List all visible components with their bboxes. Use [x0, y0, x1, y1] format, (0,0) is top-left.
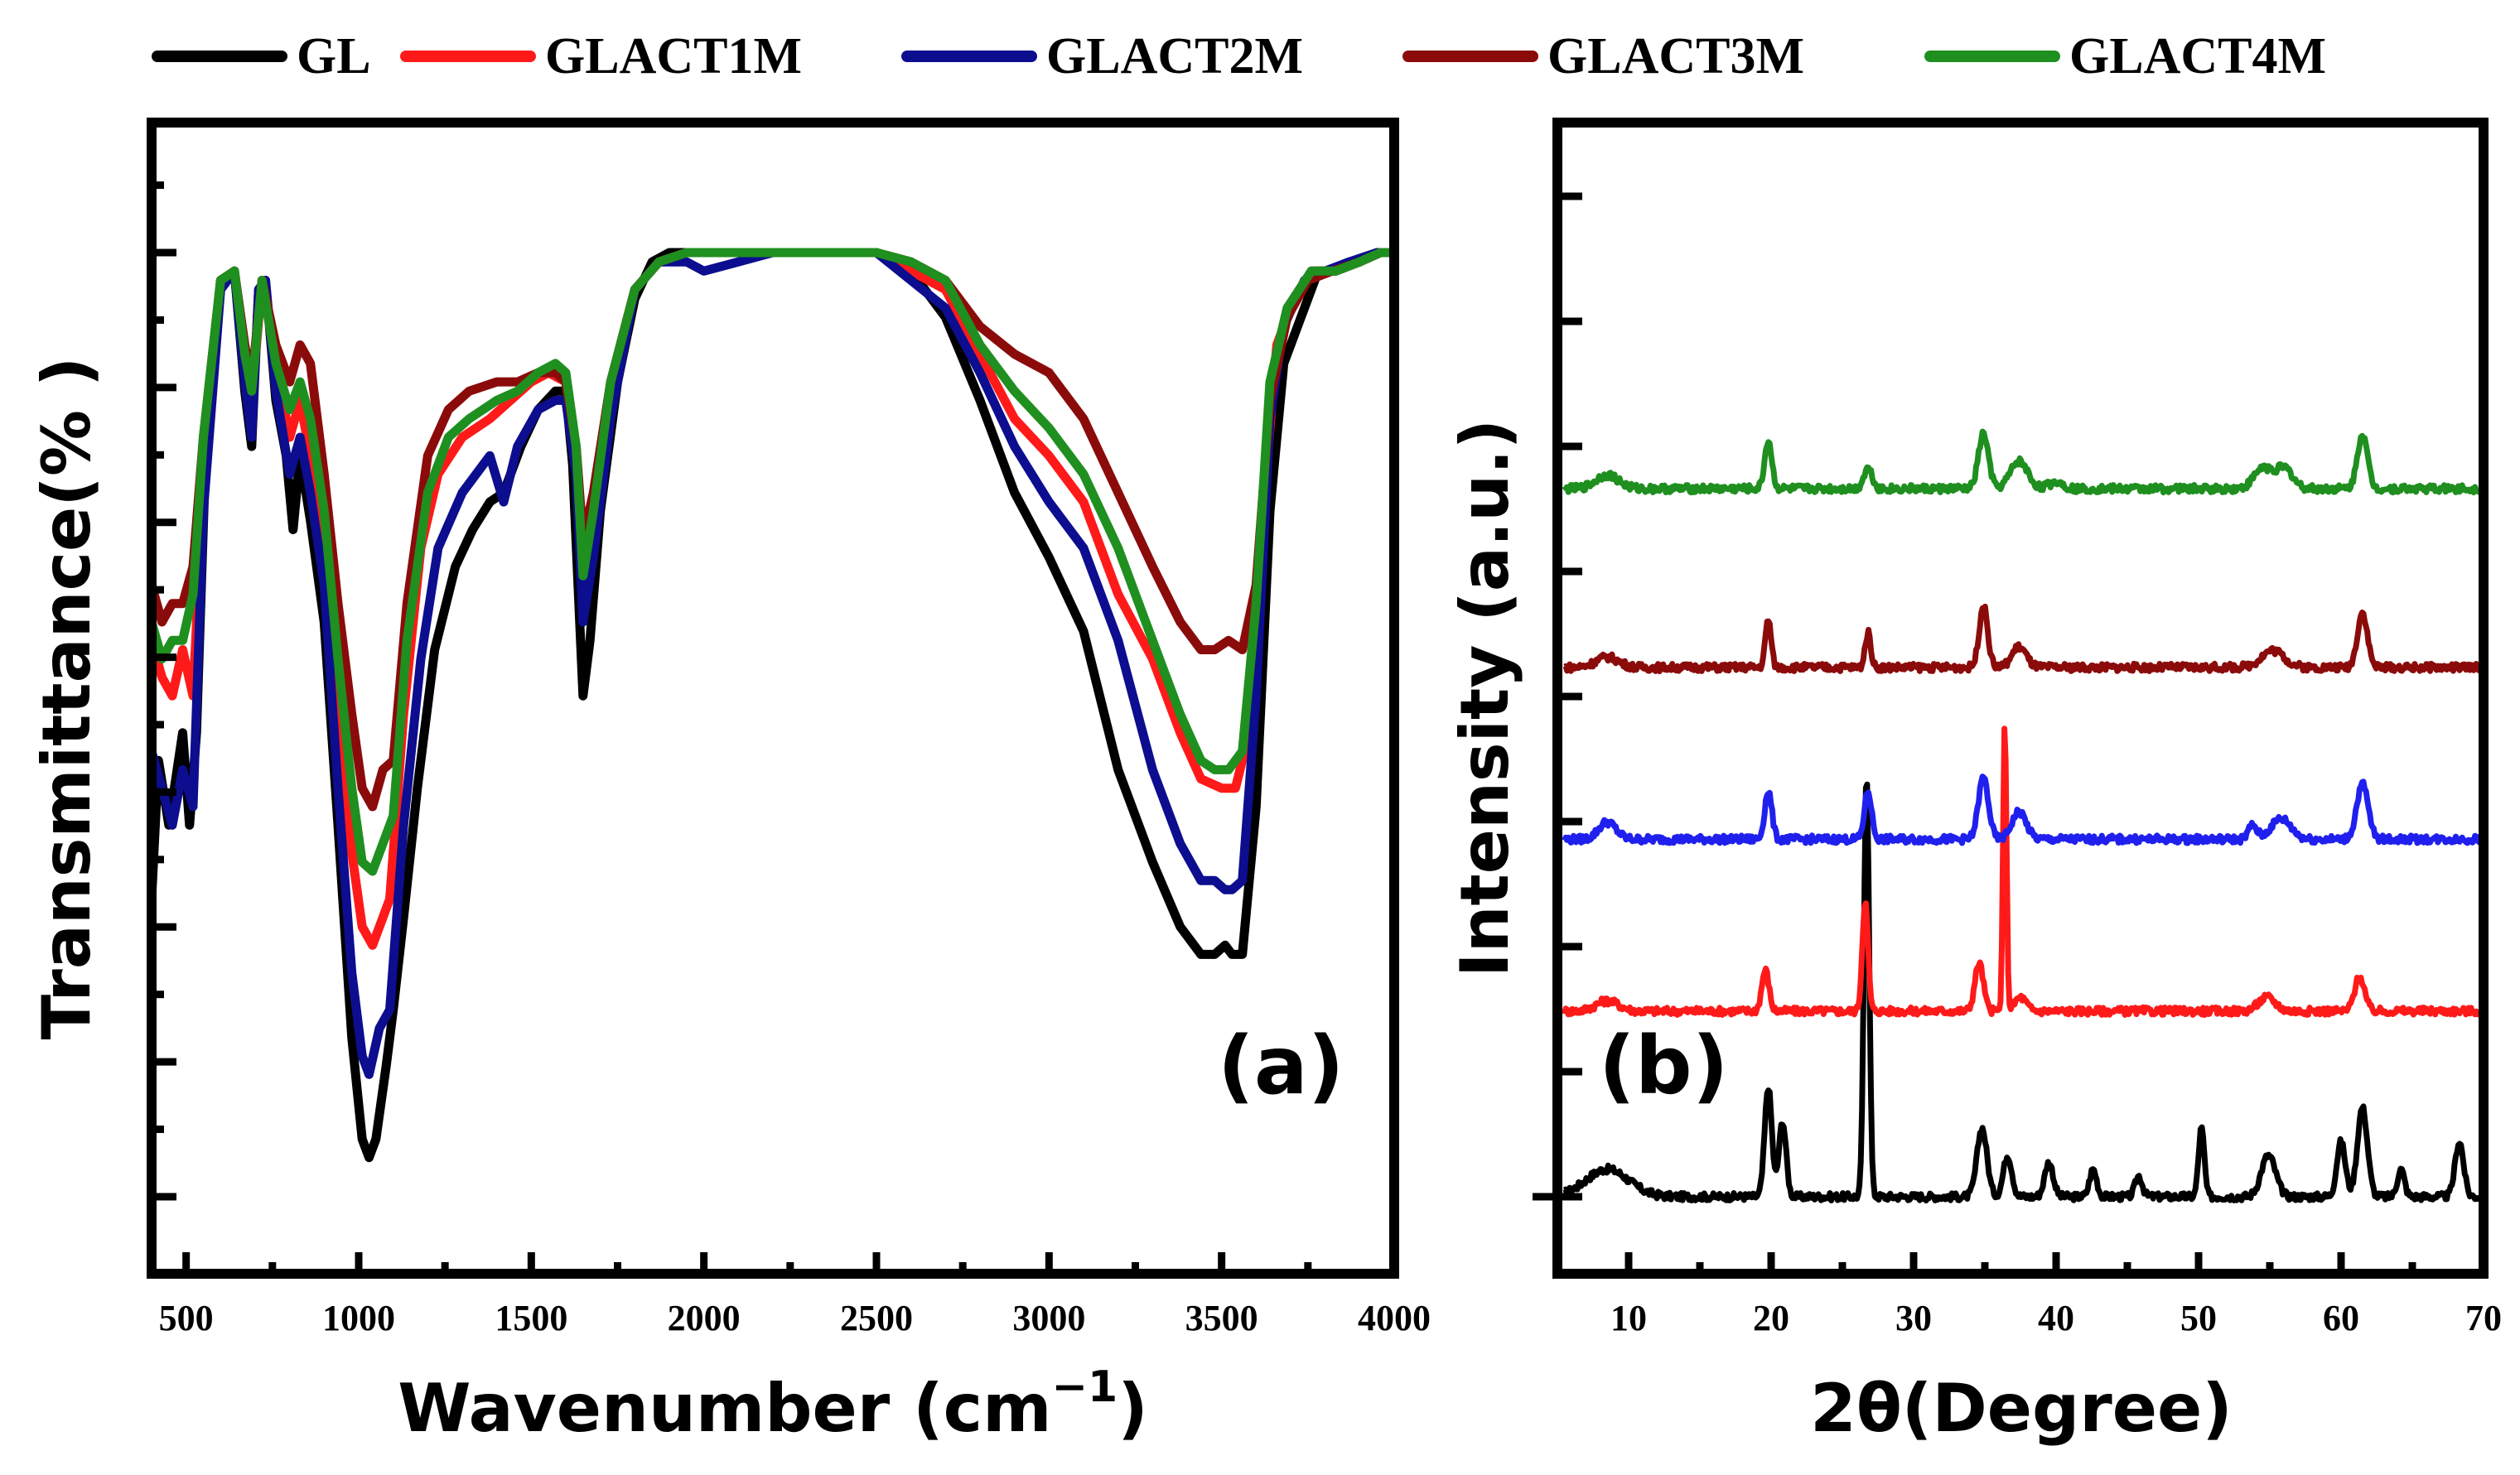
xrd-line-glact1m — [1562, 725, 2484, 1018]
panel-a-xtick-label-1500: 1500 — [495, 1298, 567, 1338]
panel-b-xrd: 10 20 30 40 50 60 70 2θ(Degree) Intensity (a.u… — [1446, 118, 2502, 1447]
legend: GL GLACT1M GLACT2M GLACT3M GLACT4M — [152, 28, 2326, 84]
panel-a-ticks: 500 1000 1500 2000 2500 3000 3500 4000 — [152, 181, 1431, 1338]
legend-label-glact3m: GLACT3M — [1547, 28, 1804, 84]
xrd-line-glact3m — [1562, 603, 2484, 674]
panel-b-xtick-label-70: 70 — [2465, 1298, 2502, 1338]
panel-b-ticks: 10 20 30 40 50 60 70 — [1533, 192, 2502, 1338]
panel-b-xtick-label-50: 50 — [2180, 1298, 2217, 1338]
panel-b-label: (b) — [1599, 1019, 1728, 1112]
xrd-line-gl — [1562, 781, 2484, 1204]
panel-a-xtick-label-4000: 4000 — [1358, 1298, 1431, 1338]
panel-a-xtick-label-2500: 2500 — [840, 1298, 913, 1338]
panel-a-xtick-label-2000: 2000 — [668, 1298, 741, 1338]
panel-a-xtick-label-1000: 1000 — [322, 1298, 395, 1338]
panel-a-frame — [147, 118, 1399, 1279]
panel-b-xlabel: 2θ(Degree) — [1810, 1370, 2233, 1447]
panel-b-ylabel: Intensity (a.u.) — [1446, 419, 1523, 977]
panel-a-label: (a) — [1218, 1019, 1344, 1112]
panel-a-ftir: 500 1000 1500 2000 2500 3000 3500 4000 Wavenumb… — [28, 118, 1431, 1447]
panel-b-xtick-label-40: 40 — [2038, 1298, 2074, 1338]
ftir-line-glact4m — [147, 248, 1399, 876]
xrd-series-group — [1562, 428, 2484, 1204]
xrd-line-glact4m — [1562, 428, 2482, 496]
panel-a-xtick-label-3500: 3500 — [1185, 1298, 1258, 1338]
ftir-series-group — [147, 248, 1399, 1163]
panel-a-ylabel: Transmittance(% ) — [28, 357, 105, 1040]
panel-a-xlabel: Wavenumber (cm−1) — [398, 1362, 1148, 1447]
legend-label-gl: GL — [297, 28, 371, 84]
legend-label-glact2m: GLACT2M — [1046, 28, 1303, 84]
panel-b-xtick-label-60: 60 — [2323, 1298, 2359, 1338]
xrd-line-glact2m — [1562, 774, 2484, 846]
panel-a-xtick-label-500: 500 — [159, 1298, 214, 1338]
panel-b-xtick-label-10: 10 — [1610, 1298, 1647, 1338]
legend-label-glact4m: GLACT4M — [2069, 28, 2326, 84]
panel-b-xtick-label-30: 30 — [1895, 1298, 1932, 1338]
panel-b-xtick-label-20: 20 — [1753, 1298, 1789, 1338]
panel-a-xtick-label-3000: 3000 — [1012, 1298, 1085, 1338]
legend-label-glact1m: GLACT1M — [545, 28, 802, 84]
